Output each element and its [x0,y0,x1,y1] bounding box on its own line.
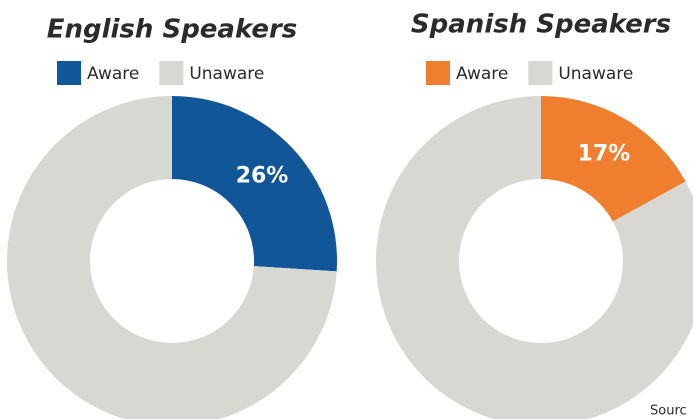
donut-segment [541,96,686,222]
legend-label: Aware [87,64,139,84]
donut-segment [376,96,693,419]
value-label: 17% [578,142,631,167]
legend-label: Unaware [558,64,633,84]
donut-chart: Spanish Speakers Aware Unaware 17% [376,10,693,419]
legend-swatch [426,61,450,85]
legend-label: Aware [456,64,508,84]
chart-title: English Speakers [47,15,298,45]
source-note: Sourc [650,404,687,419]
value-label: 26% [236,163,289,188]
donut-segment [7,96,337,419]
legend-label: Unaware [189,64,264,84]
chart-title: Spanish Speakers [411,10,671,40]
donut-segment [172,96,337,272]
legend-swatch [528,61,553,85]
donut-chart: English Speakers Aware Unaware 26% [7,15,337,419]
legend-swatch [159,61,184,85]
legend-swatch [57,61,81,85]
